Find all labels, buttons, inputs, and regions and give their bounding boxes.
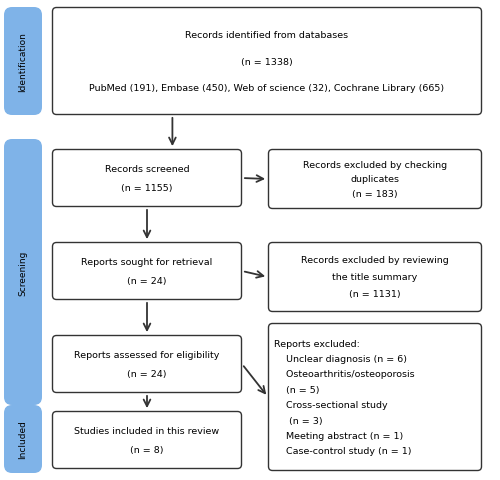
- Text: (n = 1155): (n = 1155): [121, 184, 173, 193]
- Text: the title summary: the title summary: [332, 273, 418, 282]
- FancyBboxPatch shape: [52, 150, 242, 207]
- Text: (n = 8): (n = 8): [130, 445, 164, 455]
- Text: Cross-sectional study: Cross-sectional study: [274, 400, 388, 409]
- FancyBboxPatch shape: [268, 243, 482, 312]
- Text: Records excluded by reviewing: Records excluded by reviewing: [301, 256, 449, 265]
- Text: PubMed (191), Embase (450), Web of science (32), Cochrane Library (665): PubMed (191), Embase (450), Web of scien…: [90, 84, 444, 93]
- Text: Meeting abstract (n = 1): Meeting abstract (n = 1): [274, 431, 403, 440]
- Text: (n = 3): (n = 3): [274, 416, 322, 425]
- Text: Records identified from databases: Records identified from databases: [186, 31, 348, 40]
- Text: Records excluded by checking: Records excluded by checking: [303, 161, 447, 169]
- Text: Identification: Identification: [18, 32, 28, 92]
- Text: Reports sought for retrieval: Reports sought for retrieval: [82, 257, 212, 266]
- Text: Reports assessed for eligibility: Reports assessed for eligibility: [74, 350, 220, 359]
- Text: duplicates: duplicates: [350, 175, 400, 184]
- Text: (n = 5): (n = 5): [274, 385, 320, 394]
- Text: Reports excluded:: Reports excluded:: [274, 339, 360, 348]
- Text: Screening: Screening: [18, 250, 28, 295]
- FancyBboxPatch shape: [268, 150, 482, 209]
- Text: (n = 1338): (n = 1338): [241, 58, 293, 66]
- FancyBboxPatch shape: [4, 8, 42, 116]
- FancyBboxPatch shape: [4, 140, 42, 405]
- FancyBboxPatch shape: [52, 336, 242, 393]
- Text: Osteoarthritis/osteoporosis: Osteoarthritis/osteoporosis: [274, 370, 414, 379]
- FancyBboxPatch shape: [268, 324, 482, 470]
- FancyBboxPatch shape: [52, 243, 242, 300]
- FancyBboxPatch shape: [4, 405, 42, 473]
- Text: Included: Included: [18, 420, 28, 458]
- Text: Case-control study (n = 1): Case-control study (n = 1): [274, 446, 411, 455]
- Text: (n = 24): (n = 24): [127, 277, 167, 286]
- Text: (n = 1131): (n = 1131): [349, 290, 401, 299]
- Text: Unclear diagnosis (n = 6): Unclear diagnosis (n = 6): [274, 354, 407, 363]
- Text: (n = 24): (n = 24): [127, 370, 167, 379]
- Text: Studies included in this review: Studies included in this review: [74, 426, 220, 435]
- FancyBboxPatch shape: [52, 9, 482, 115]
- Text: (n = 183): (n = 183): [352, 190, 398, 199]
- FancyBboxPatch shape: [52, 412, 242, 468]
- Text: Records screened: Records screened: [104, 164, 190, 173]
